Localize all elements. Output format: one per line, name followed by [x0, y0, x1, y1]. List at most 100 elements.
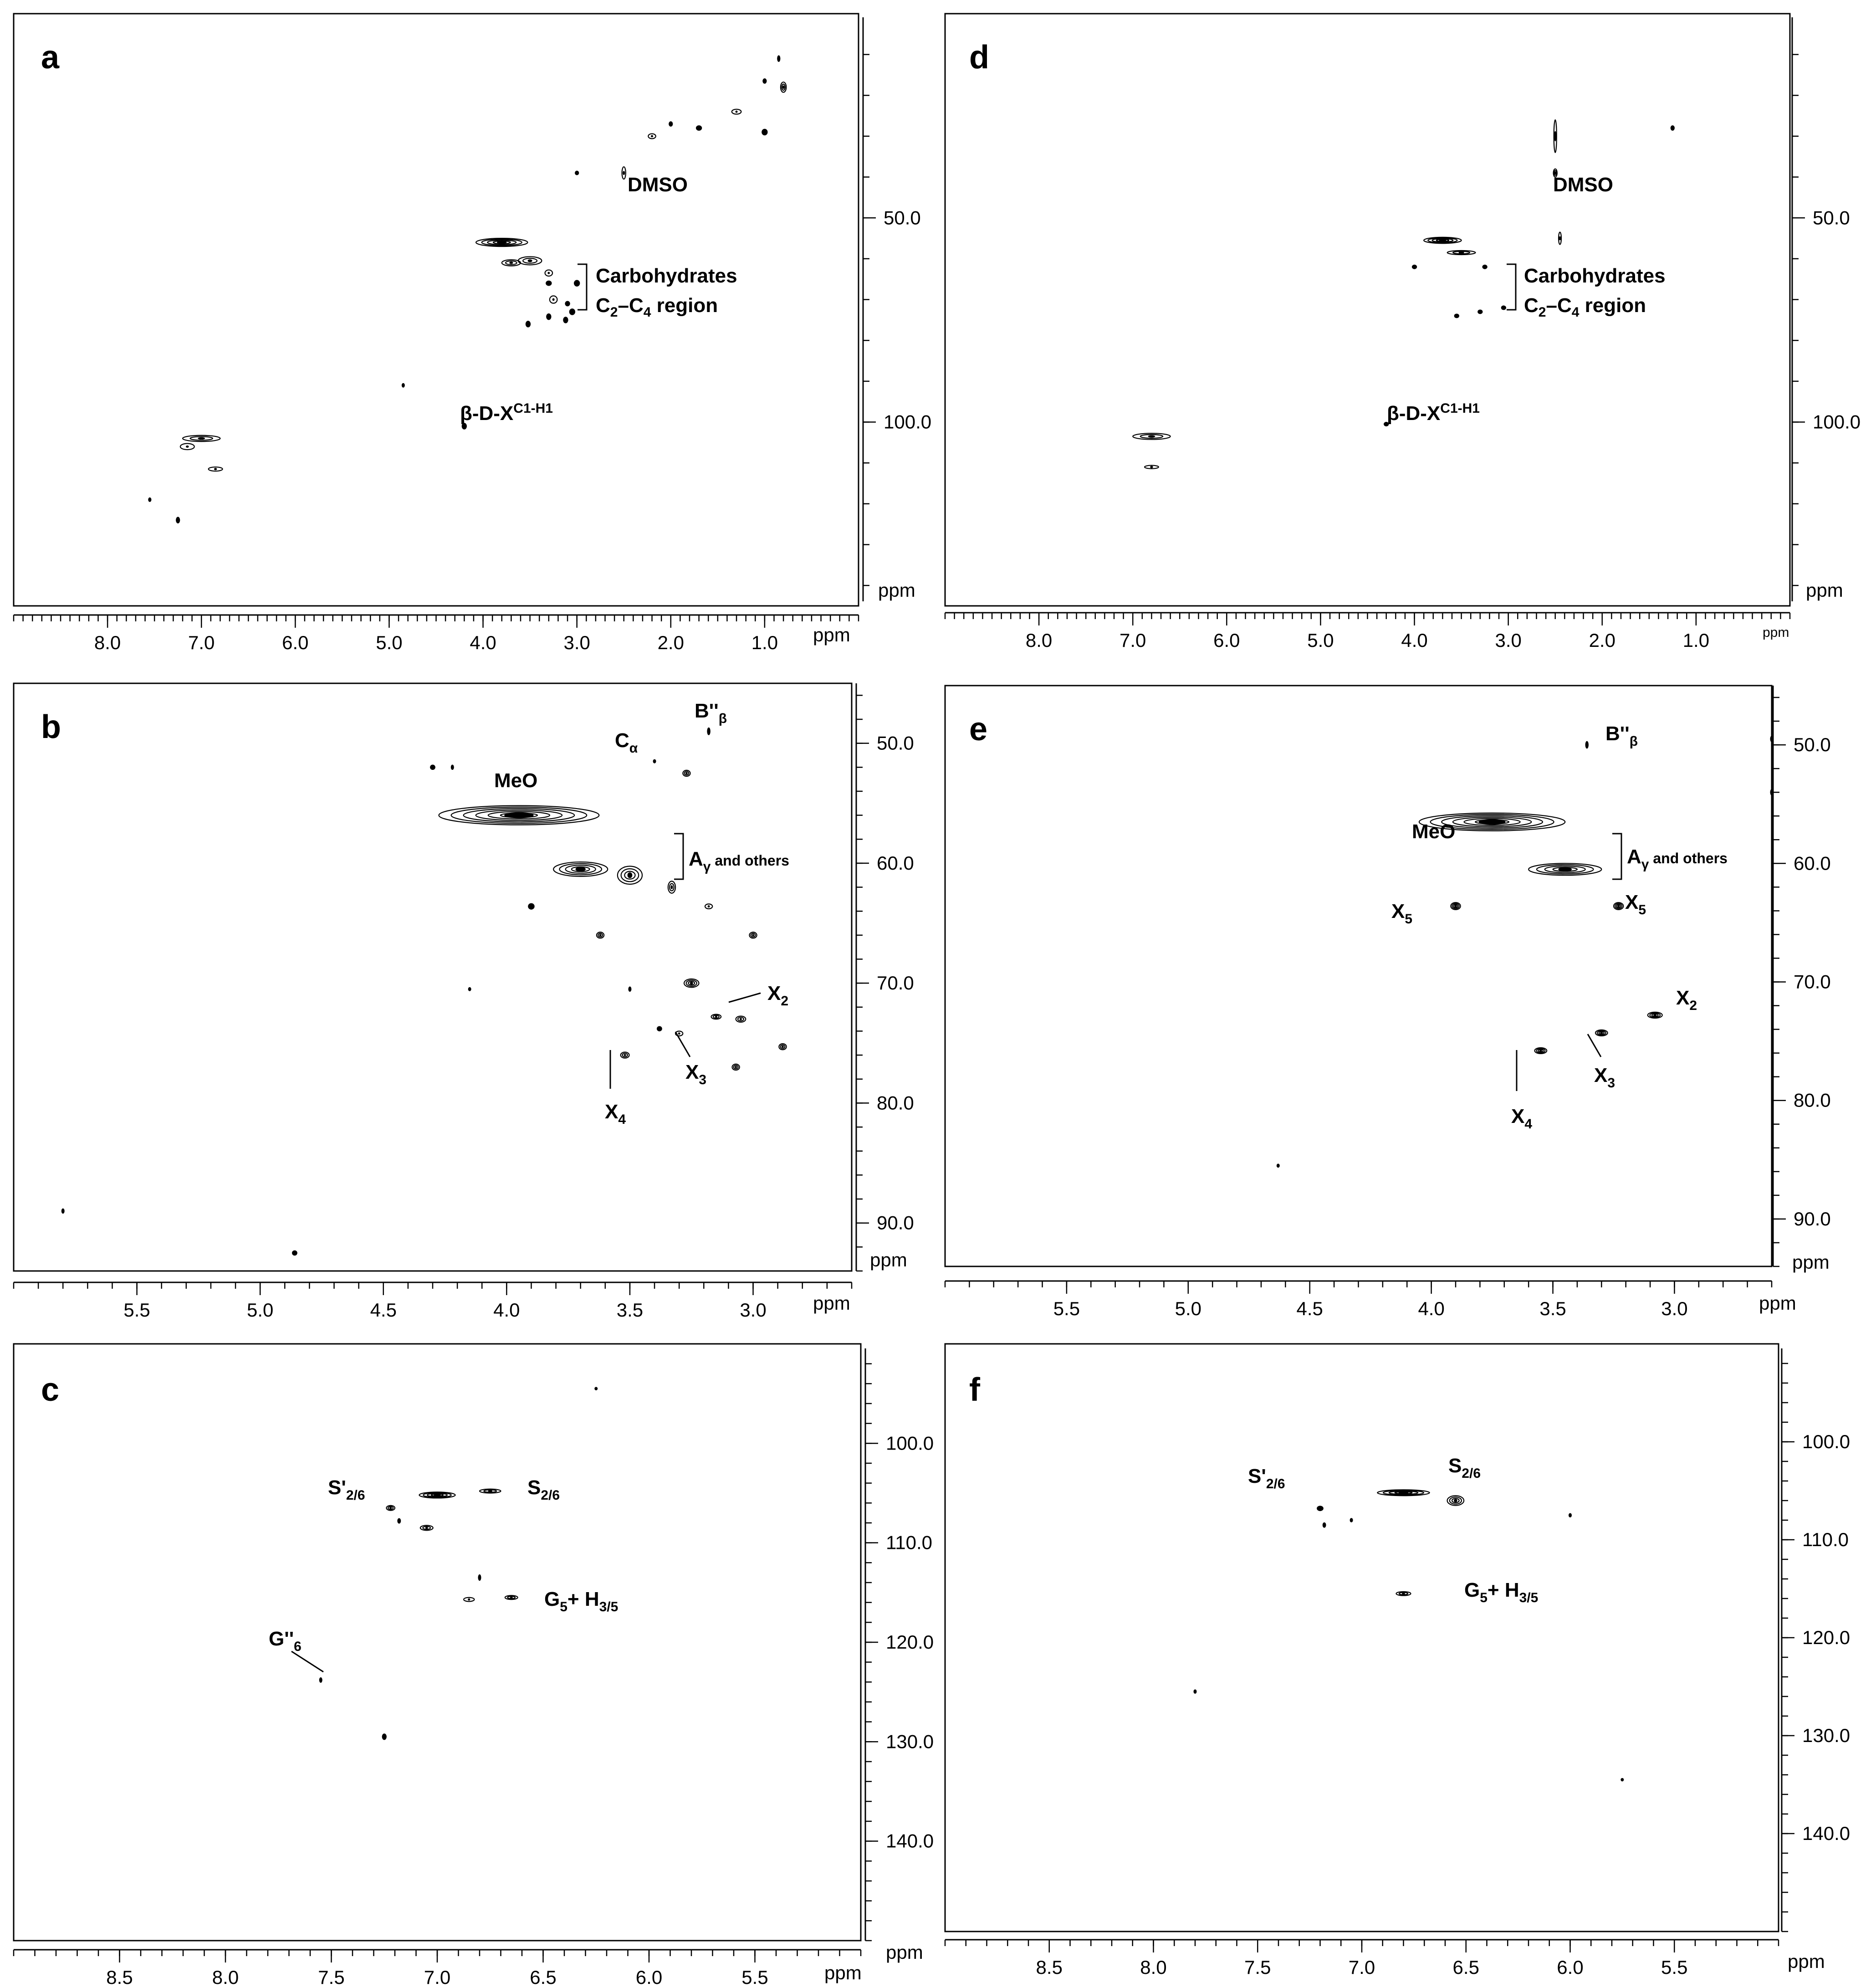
x-tick-label: 4.5 — [1297, 1298, 1323, 1319]
nmr-crosspeak-core — [599, 934, 602, 937]
panel-b-y-unit: ppm — [870, 1249, 907, 1271]
panel-d-letter: d — [969, 39, 989, 76]
panel-f-y-unit: ppm — [1788, 1951, 1825, 1972]
nmr-crosspeak-contour — [735, 1015, 746, 1023]
nmr-crosspeak — [1620, 1778, 1624, 1782]
nmr-crosspeak-contour — [487, 811, 551, 820]
nmr-crosspeak-core — [670, 885, 673, 890]
nmr-crosspeak-contour — [422, 1526, 431, 1530]
panel-c-peaks — [319, 1387, 598, 1740]
nmr-crosspeak — [1322, 1522, 1326, 1528]
nmr-crosspeak — [1317, 1506, 1324, 1511]
nmr-crosspeak-contour — [622, 1053, 628, 1058]
panel-f-frame — [944, 1343, 1779, 1932]
nmr-crosspeak — [1585, 741, 1589, 749]
panel-b-frame — [13, 682, 853, 1272]
y-tick-label: 80.0 — [877, 1092, 914, 1113]
nmr-crosspeak — [695, 125, 702, 131]
panel-c-g5h35-label: G5+ H3/5 — [544, 1588, 618, 1614]
nmr-crosspeak — [546, 313, 552, 320]
x-tick-label: 6.0 — [1557, 1957, 1583, 1978]
nmr-crosspeak-contour — [189, 436, 214, 441]
panel-b-agamma-label: Aγ and others — [689, 848, 789, 874]
panel-d-dmso-label: DMSO — [1553, 174, 1613, 196]
nmr-crosspeak — [1670, 125, 1675, 131]
nmr-crosspeak-core — [624, 1054, 626, 1056]
y-tick-label: 70.0 — [1794, 971, 1831, 993]
nmr-crosspeak-contour — [688, 981, 695, 986]
panel-f-x-axis: 8.5 8.0 7.5 7.0 6.5 6.0 5.5 — [944, 1939, 1779, 1978]
nmr-crosspeak-contour — [483, 1489, 497, 1493]
panel-d: d 8.0 7.0 6.0 5.0 4.0 3.0 2.0 1.0 50.0 100.0 ppm… — [944, 13, 1861, 651]
x-tick-label: 6.0 — [282, 632, 308, 653]
nmr-crosspeak-contour — [475, 238, 528, 247]
panel-c-x-unit: ppm — [824, 1962, 862, 1983]
nmr-crosspeak-contour — [781, 83, 786, 91]
nmr-crosspeak-contour — [388, 1506, 394, 1510]
nmr-crosspeak-contour — [1430, 814, 1554, 830]
nmr-crosspeak-contour — [683, 978, 700, 988]
nmr-crosspeak-contour — [426, 1493, 448, 1497]
x-tick-label: 3.0 — [740, 1299, 766, 1321]
nmr-crosspeak-contour — [780, 82, 787, 93]
panel-b-x4-label: X4 — [605, 1101, 626, 1127]
nmr-crosspeak-contour — [1382, 1490, 1425, 1496]
panel-f-s26p-label: S'2/6 — [1248, 1465, 1285, 1491]
panel-c-g6pp-leader — [291, 1650, 324, 1673]
x-tick-label: 8.0 — [94, 632, 121, 653]
nmr-crosspeak-contour — [479, 1488, 501, 1494]
nmr-crosspeak-contour — [522, 257, 538, 264]
panel-f-letter: f — [969, 1372, 981, 1408]
nmr-crosspeak — [401, 383, 405, 388]
nmr-crosspeak-contour — [624, 871, 636, 880]
nmr-crosspeak — [628, 986, 632, 992]
nmr-crosspeak — [1411, 264, 1417, 269]
nmr-crosspeak-contour — [682, 769, 691, 777]
panel-a-carb-bracket — [578, 263, 588, 311]
x-tick-label: 7.0 — [1119, 630, 1146, 651]
nmr-crosspeak-contour — [712, 1014, 720, 1019]
nmr-crosspeak-contour — [501, 259, 521, 266]
nmr-crosspeak-contour — [544, 269, 553, 277]
nmr-crosspeak-contour — [1132, 433, 1171, 440]
nmr-crosspeak — [1569, 1513, 1572, 1518]
nmr-crosspeak-contour — [559, 863, 603, 876]
nmr-crosspeak-contour — [182, 435, 221, 442]
nmr-crosspeak — [573, 280, 580, 287]
y-tick-label: 50.0 — [1794, 734, 1831, 755]
panel-c: c 8.5 8.0 7.5 7.0 6.5 6.0 5.5 100.0110.0120.01… — [13, 1343, 934, 1988]
nmr-crosspeak-contour — [780, 1044, 786, 1049]
nmr-crosspeak-contour — [1447, 1495, 1465, 1506]
x-tick-label: 7.5 — [318, 1967, 344, 1988]
nmr-crosspeak-contour — [1463, 818, 1521, 826]
nmr-crosspeak-contour — [1553, 119, 1557, 153]
nmr-crosspeak-core — [1454, 905, 1457, 907]
y-tick-label: 130.0 — [1802, 1725, 1850, 1746]
nmr-crosspeak — [450, 764, 454, 770]
nmr-crosspeak-core — [509, 261, 513, 264]
nmr-crosspeak-contour — [1427, 237, 1458, 243]
nmr-crosspeak-core — [527, 259, 532, 262]
x-tick-label: 5.5 — [1661, 1957, 1687, 1978]
nmr-crosspeak-core — [752, 934, 755, 937]
y-tick-label: 50.0 — [1813, 207, 1850, 228]
x-tick-label: 8.0 — [1140, 1957, 1166, 1978]
nmr-crosspeak-contour — [1453, 904, 1458, 908]
x-tick-label: 4.5 — [370, 1299, 397, 1321]
nmr-crosspeak-contour — [731, 108, 742, 115]
nmr-crosspeak — [1454, 313, 1459, 318]
panel-f: f 8.5 8.0 7.5 7.0 6.5 6.0 5.5 100.0110.0120.01… — [944, 1343, 1850, 1978]
nmr-crosspeak — [594, 1387, 598, 1391]
x-tick-label: 2.0 — [658, 632, 684, 653]
panel-a-y-axis: 50.0 100.0 — [862, 17, 931, 601]
panel-e-x5-right-label: X5 — [1625, 891, 1646, 917]
panel-a-peaks — [148, 55, 787, 523]
x-tick-label: 6.0 — [1213, 630, 1240, 651]
y-tick-label: 100.0 — [886, 1432, 934, 1454]
panel-b-agamma-bracket — [674, 833, 684, 880]
panel-e-x3-leader — [1587, 1034, 1602, 1057]
panel-a-x-axis: 8.0 7.0 6.0 5.0 4.0 3.0 2.0 1.0 — [13, 614, 859, 653]
x-tick-label: 3.0 — [563, 632, 590, 653]
y-tick-label: 60.0 — [877, 852, 914, 874]
